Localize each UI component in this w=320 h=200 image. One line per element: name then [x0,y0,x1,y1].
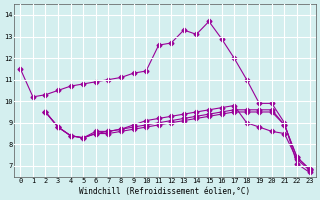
X-axis label: Windchill (Refroidissement éolien,°C): Windchill (Refroidissement éolien,°C) [79,187,251,196]
